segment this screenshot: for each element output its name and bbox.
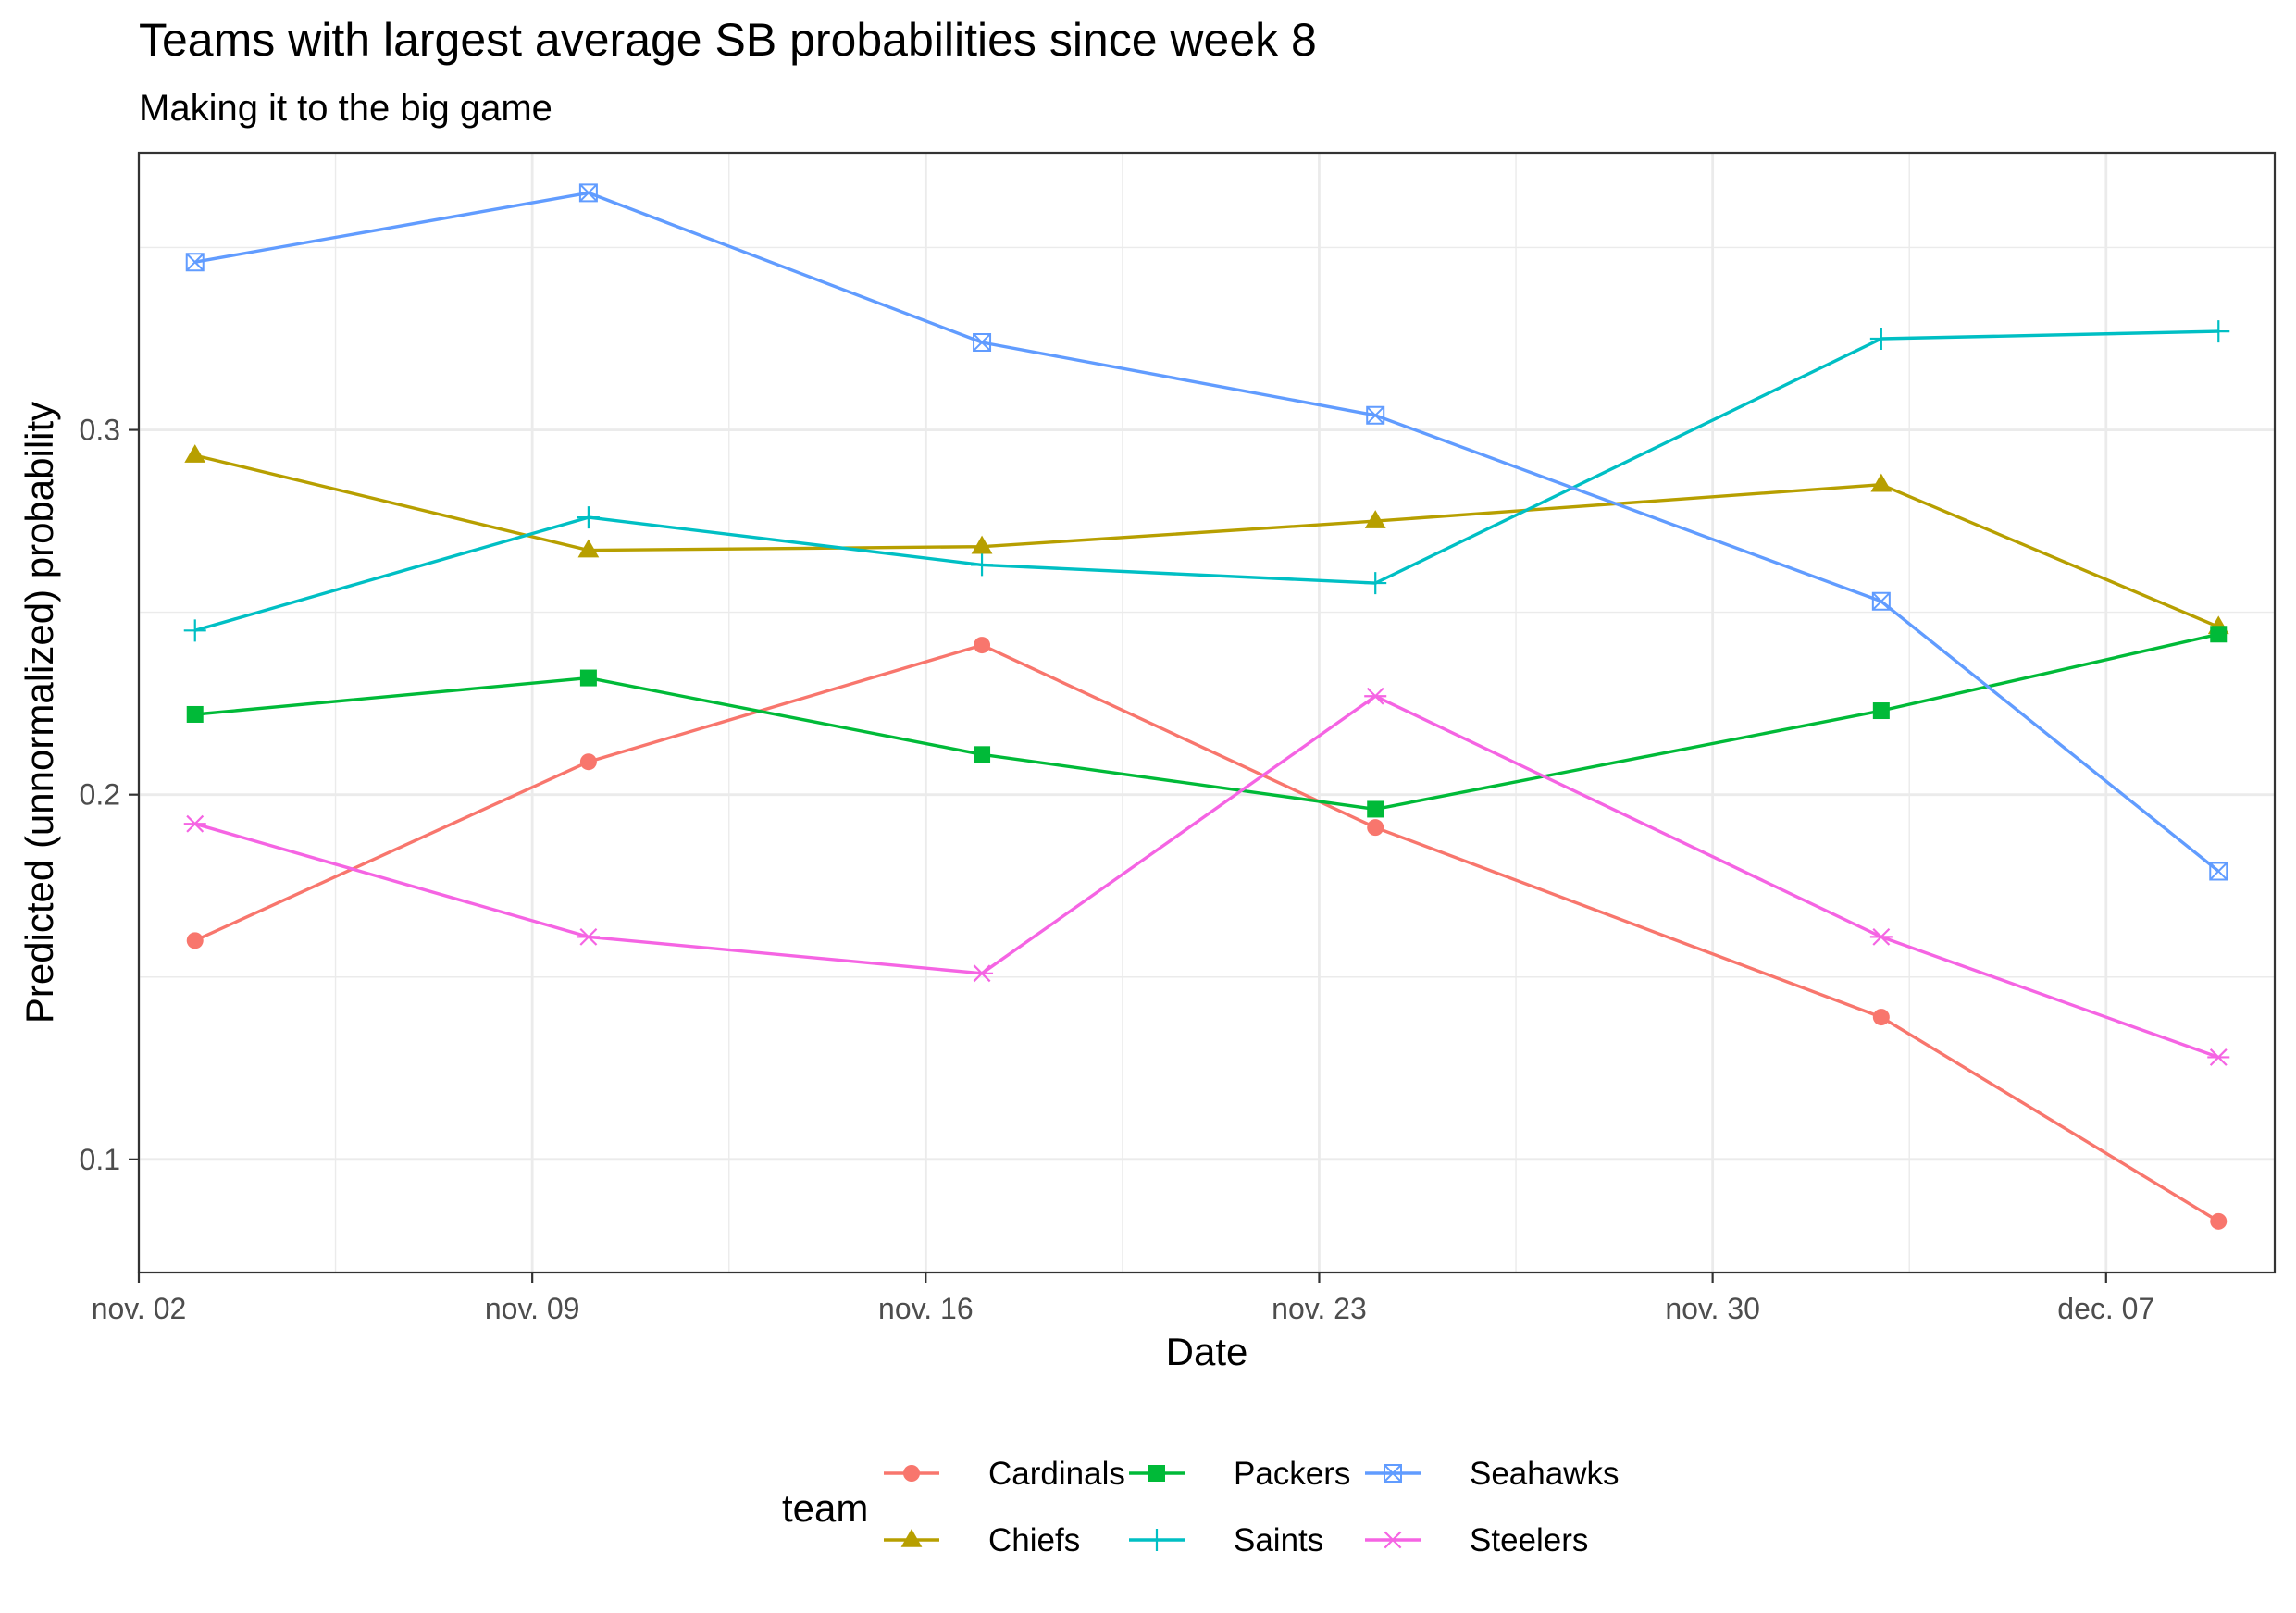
chart-title: Teams with largest average SB probabilit… <box>139 14 1317 66</box>
series-lines <box>193 191 2220 1223</box>
y-tick-label: 0.1 <box>80 1143 120 1176</box>
y-tick-label: 0.3 <box>80 414 120 447</box>
data-point-steelers <box>1869 927 1893 946</box>
data-point-seahawks <box>1366 405 1385 425</box>
data-point-packers <box>1367 800 1384 818</box>
data-point-steelers <box>971 964 994 983</box>
legend-key-marker <box>1146 1529 1168 1551</box>
data-point-cardinals <box>1367 819 1384 837</box>
data-point-cardinals <box>186 932 204 949</box>
legend-key-marker <box>900 1529 923 1547</box>
data-point-seahawks <box>1871 591 1891 611</box>
legend-key-packers <box>1129 1465 1185 1482</box>
legend-label-chiefs: Chiefs <box>988 1522 1080 1558</box>
data-point-seahawks <box>2209 862 2228 881</box>
series-line-saints <box>194 329 2219 632</box>
legend-title: team <box>782 1486 868 1530</box>
data-point-cardinals <box>2210 1212 2228 1230</box>
series-line-packers <box>194 632 2219 812</box>
data-point-chiefs <box>184 444 206 463</box>
series-line-cardinals <box>193 643 2220 1223</box>
data-point-chiefs <box>971 535 993 554</box>
x-tick-label: dec. 07 <box>2057 1292 2154 1325</box>
y-axis: 0.1 0.2 0.3 <box>80 414 139 1176</box>
series-line-steelers <box>194 694 2219 1060</box>
data-point-steelers <box>2207 1048 2230 1066</box>
data-point-cardinals <box>579 753 597 771</box>
data-point-packers <box>579 669 597 687</box>
y-axis-title: Predicted (unnormalized) probability <box>18 402 61 1024</box>
legend-label-packers: Packers <box>1234 1456 1350 1492</box>
data-point-saints <box>1364 572 1387 595</box>
legend-key-saints <box>1129 1529 1185 1551</box>
x-tick-label: nov. 02 <box>92 1292 187 1325</box>
legend-key-chiefs <box>884 1529 939 1547</box>
series-line-seahawks <box>194 191 2220 873</box>
legend-label-steelers: Steelers <box>1470 1522 1588 1558</box>
legend-key-seahawks <box>1365 1464 1421 1483</box>
data-point-packers <box>2210 626 2228 643</box>
data-point-steelers <box>577 927 600 946</box>
legend-key-steelers <box>1365 1531 1421 1549</box>
y-tick-label: 0.2 <box>80 778 120 812</box>
data-point-packers <box>186 705 204 723</box>
legend-label-saints: Saints <box>1234 1522 1323 1558</box>
legend-key-marker <box>1148 1465 1165 1482</box>
data-point-chiefs <box>1870 473 1893 492</box>
legend-key-cardinals <box>884 1465 939 1482</box>
x-tick-label: nov. 16 <box>878 1292 974 1325</box>
data-point-steelers <box>1364 687 1387 705</box>
plot-border <box>137 151 2277 1274</box>
x-tick-label: nov. 30 <box>1665 1292 1760 1325</box>
legend-key-marker <box>1382 1531 1404 1549</box>
data-point-cardinals <box>974 637 991 654</box>
legend: team Cardinals Chiefs Packers Saints Seahawk… <box>782 1456 1619 1558</box>
data-point-seahawks <box>185 253 205 272</box>
x-tick-label: nov. 09 <box>485 1292 580 1325</box>
data-point-saints <box>577 506 600 529</box>
x-axis: nov. 02 nov. 09 nov. 16 nov. 23 nov. 30 dec. … <box>92 1272 2154 1325</box>
data-point-saints <box>971 553 994 577</box>
x-tick-label: nov. 23 <box>1272 1292 1367 1325</box>
legend-key-marker <box>903 1465 920 1482</box>
legend-label-cardinals: Cardinals <box>988 1456 1125 1492</box>
data-point-saints <box>2207 320 2230 343</box>
plot-background <box>139 153 2275 1272</box>
chart-subtitle: Making it to the big game <box>139 88 552 129</box>
legend-label-seahawks: Seahawks <box>1470 1456 1619 1492</box>
legend-key-marker <box>1384 1464 1402 1483</box>
data-point-steelers <box>183 814 206 833</box>
x-axis-title: Date <box>1166 1330 1248 1373</box>
data-point-seahawks <box>973 332 992 352</box>
data-point-chiefs <box>1364 510 1386 528</box>
data-point-seahawks <box>578 183 598 203</box>
data-point-chiefs <box>577 539 600 558</box>
data-point-packers <box>974 746 991 763</box>
data-point-saints <box>183 619 206 642</box>
series-line-chiefs <box>194 453 2219 628</box>
data-point-cardinals <box>1872 1009 1890 1026</box>
data-point-packers <box>1872 702 1890 720</box>
data-point-saints <box>1869 328 1893 351</box>
grid-lines <box>137 153 2275 1272</box>
series-points <box>183 183 2230 1230</box>
